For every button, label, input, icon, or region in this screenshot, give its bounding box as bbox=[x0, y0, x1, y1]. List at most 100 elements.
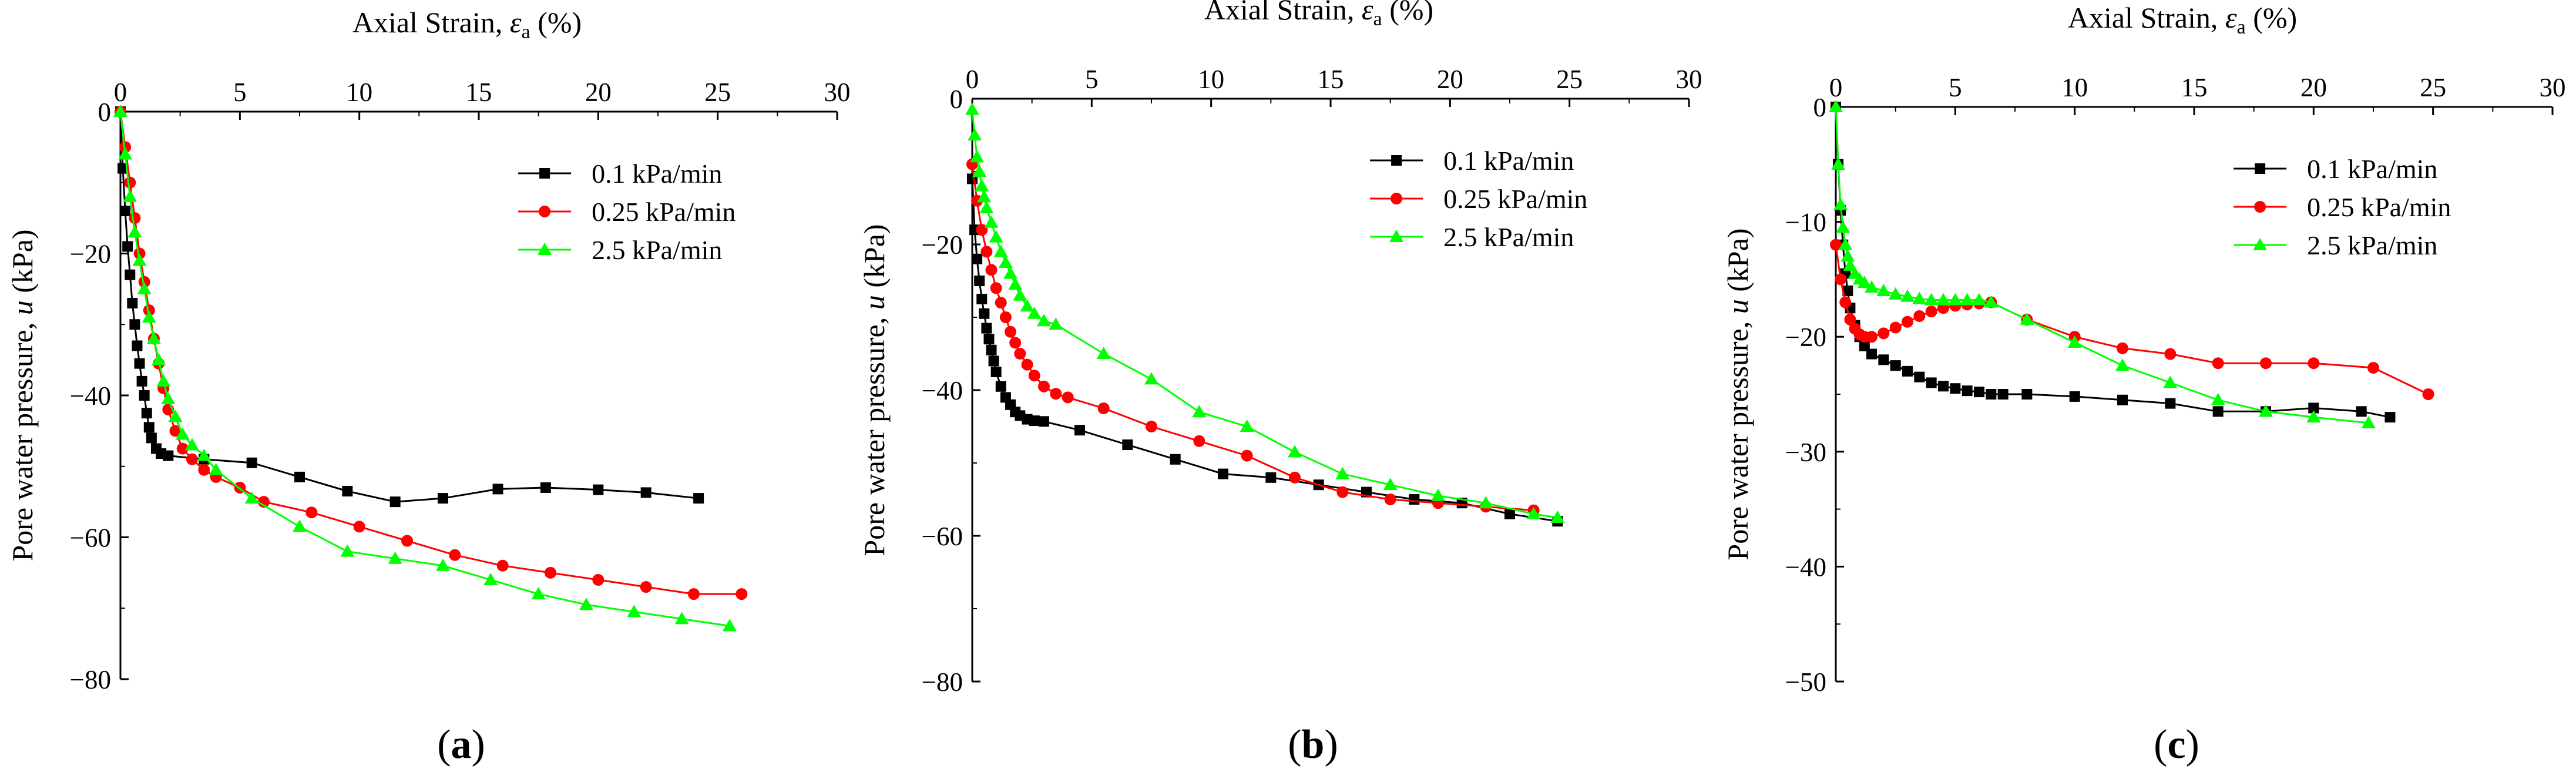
data-point bbox=[1986, 389, 1997, 400]
x-tick-label: 5 bbox=[1949, 73, 1962, 102]
x-tick-label: 30 bbox=[1676, 65, 1702, 94]
data-point bbox=[2115, 358, 2130, 371]
data-point bbox=[1890, 360, 1901, 371]
data-point bbox=[1218, 468, 1228, 479]
x-tick-label: 25 bbox=[704, 78, 731, 107]
legend-label: 0.25 kPa/min bbox=[592, 197, 735, 227]
x-tick-label: 0 bbox=[114, 78, 127, 107]
legend-label: 2.5 kPa/min bbox=[2307, 230, 2437, 260]
legend-marker bbox=[1391, 155, 1402, 166]
x-tick-label: 25 bbox=[1556, 65, 1583, 94]
series-2 bbox=[1829, 100, 2376, 428]
data-point bbox=[137, 281, 152, 294]
legend-label: 0.25 kPa/min bbox=[2307, 192, 2451, 222]
data-point bbox=[1842, 285, 1853, 296]
legend-label: 0.25 kPa/min bbox=[1443, 184, 1587, 214]
data-point bbox=[1960, 293, 1974, 306]
data-point bbox=[2306, 410, 2321, 423]
data-point bbox=[1021, 358, 1033, 371]
data-point bbox=[735, 588, 748, 600]
data-point bbox=[436, 558, 450, 571]
panel-label: (b) bbox=[1288, 722, 1338, 767]
y-tick-label: −20 bbox=[70, 240, 111, 269]
data-point bbox=[593, 484, 604, 495]
x-tick-label: 10 bbox=[2061, 73, 2088, 102]
data-point bbox=[305, 506, 318, 519]
data-point bbox=[1972, 293, 1986, 306]
data-point bbox=[124, 176, 136, 189]
data-point bbox=[1288, 445, 1302, 458]
x-axis-title: Axial Strain, εa (%) bbox=[2068, 1, 2297, 38]
legend-label: 2.5 kPa/min bbox=[1443, 222, 1574, 252]
data-point bbox=[990, 282, 1002, 294]
data-point bbox=[979, 308, 990, 319]
legend-marker bbox=[1391, 193, 1403, 204]
data-point bbox=[294, 471, 305, 482]
data-point bbox=[1028, 370, 1040, 382]
data-point bbox=[1902, 315, 1913, 328]
data-point bbox=[1914, 371, 1925, 382]
series-line bbox=[119, 111, 699, 503]
data-point bbox=[449, 549, 461, 561]
data-point bbox=[175, 427, 190, 440]
data-point bbox=[1008, 277, 1023, 290]
data-point bbox=[1839, 296, 1852, 308]
data-point bbox=[984, 215, 999, 228]
x-tick-label: 5 bbox=[233, 78, 247, 107]
data-point bbox=[1050, 388, 1062, 400]
data-point bbox=[693, 493, 704, 504]
y-tick-label: −60 bbox=[70, 523, 111, 553]
legend: 0.1 kPa/min 0.25 kPa/min 2.5 kPa/min bbox=[1370, 146, 1587, 252]
x-tick-label: 30 bbox=[824, 78, 851, 107]
data-point bbox=[1829, 100, 1843, 112]
legend-label: 0.1 kPa/min bbox=[1443, 146, 1574, 176]
data-point bbox=[2069, 391, 2080, 402]
panel-label: (c) bbox=[2154, 722, 2199, 767]
data-point bbox=[1841, 249, 1855, 262]
data-point bbox=[1265, 472, 1277, 483]
data-point bbox=[1926, 377, 1937, 388]
data-point bbox=[1029, 415, 1040, 427]
x-tick-label: 30 bbox=[2540, 73, 2566, 102]
data-point bbox=[2021, 389, 2033, 400]
x-tick-label: 15 bbox=[2181, 73, 2208, 102]
data-point bbox=[2308, 357, 2320, 370]
data-point bbox=[342, 486, 353, 497]
chart-panel-b: 0 5 10 15 20 25 30 0 −20 −40 −60 −80 Axial Strain, ε… bbox=[858, 0, 1702, 767]
data-point bbox=[1289, 471, 1301, 484]
data-point bbox=[998, 256, 1013, 268]
data-point bbox=[169, 425, 182, 437]
data-point bbox=[2212, 357, 2224, 370]
y-axis-title: Pore water pressure, u (kPa) bbox=[6, 229, 39, 561]
data-point bbox=[2164, 348, 2177, 360]
data-point bbox=[2211, 392, 2225, 405]
legend-label: 0.1 kPa/min bbox=[2307, 154, 2437, 184]
data-point bbox=[293, 519, 307, 532]
data-point bbox=[1049, 317, 1063, 330]
data-point bbox=[1948, 293, 1963, 306]
data-point bbox=[136, 375, 147, 387]
x-tick-label: 20 bbox=[585, 78, 612, 107]
data-point bbox=[1859, 340, 1870, 351]
data-point bbox=[1830, 239, 1842, 251]
data-point bbox=[1479, 496, 1493, 509]
y-tick-label: 0 bbox=[950, 85, 963, 114]
data-point bbox=[640, 487, 651, 498]
data-point bbox=[1866, 348, 1877, 360]
data-point bbox=[1097, 402, 1110, 414]
chart-panel-c: 0 5 10 15 20 25 30 0 −10 −20 −30 −40 −50 Axial Strain… bbox=[1721, 1, 2566, 767]
data-point bbox=[1122, 439, 1133, 450]
x-tick-label: 0 bbox=[966, 65, 979, 94]
data-point bbox=[1900, 289, 1915, 302]
data-point bbox=[483, 572, 498, 585]
legend-marker bbox=[2254, 201, 2266, 213]
y-tick-label: −40 bbox=[1785, 552, 1826, 582]
data-point bbox=[168, 410, 183, 422]
data-point bbox=[1913, 310, 1926, 322]
data-point bbox=[209, 462, 223, 475]
series-0 bbox=[1831, 102, 2396, 423]
series-1 bbox=[1830, 239, 2434, 400]
data-point bbox=[118, 147, 133, 160]
x-tick-label: 15 bbox=[466, 78, 492, 107]
